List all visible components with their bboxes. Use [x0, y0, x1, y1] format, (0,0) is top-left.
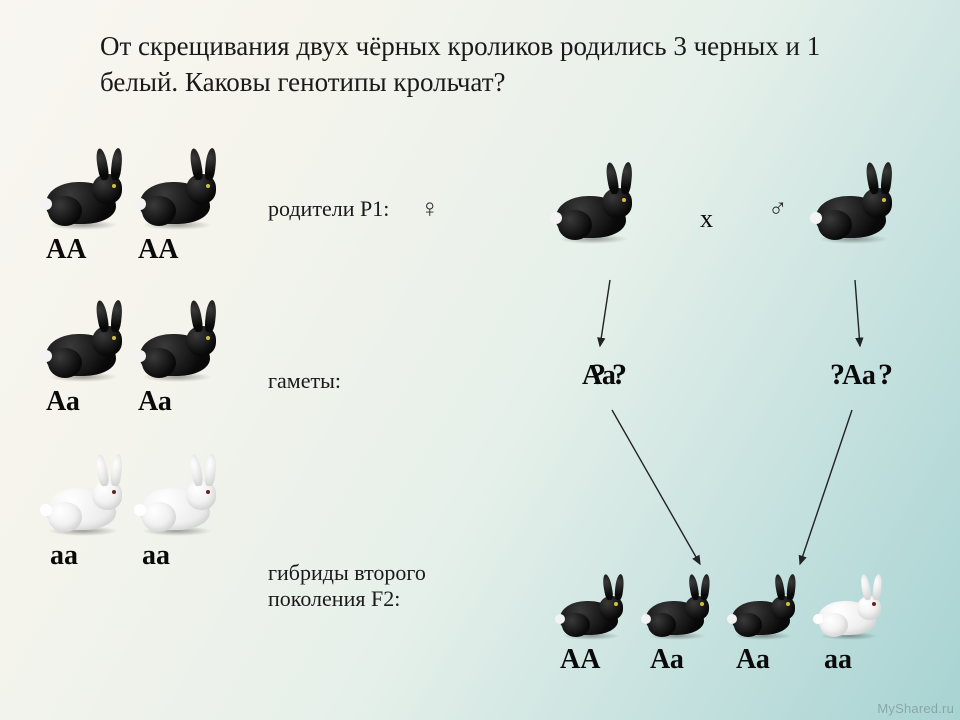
question-mark: ? [830, 358, 845, 392]
title: От скрещивания двух чёрных кроликов роди… [100, 28, 880, 101]
rabbit-black-icon [132, 150, 222, 230]
gamete-male: Аа [842, 360, 876, 392]
genotype-label: АА [138, 234, 178, 266]
genotype-label: аа [142, 540, 170, 572]
rabbit-black-icon [554, 574, 628, 640]
question-mark: ? [591, 358, 606, 392]
genotype-label: АА [46, 234, 86, 266]
rabbit-black-icon [38, 150, 128, 230]
rabbit-white-icon [132, 456, 222, 536]
symbol-female: ♀ [420, 194, 440, 224]
genotype-label: Аа [736, 644, 770, 676]
genotype-label: Аа [138, 386, 172, 418]
rabbit-white-icon [812, 574, 886, 640]
rabbit-black-icon [548, 164, 638, 244]
rabbit-white-icon [38, 456, 128, 536]
symbol-cross: х [700, 204, 713, 234]
genotype-label: аа [50, 540, 78, 572]
label-parents: родители P1: [268, 196, 389, 222]
rabbit-black-icon [726, 574, 800, 640]
symbol-male: ♂ [768, 194, 788, 224]
rabbit-black-icon [38, 302, 128, 382]
genotype-label: Аа [650, 644, 684, 676]
question-mark: ? [878, 358, 893, 392]
label-f2: гибриды второго поколения F2: [268, 560, 478, 612]
genotype-label: аа [824, 644, 852, 676]
question-mark: ? [612, 358, 627, 392]
rabbit-black-icon [808, 164, 898, 244]
label-gametes: гаметы: [268, 368, 341, 394]
rabbit-black-icon [132, 302, 222, 382]
rabbit-black-icon [640, 574, 714, 640]
watermark: MyShared.ru [877, 701, 954, 716]
genotype-label: АА [560, 644, 600, 676]
genotype-label: Аа [46, 386, 80, 418]
diagram-canvas: От скрещивания двух чёрных кроликов роди… [0, 0, 960, 720]
